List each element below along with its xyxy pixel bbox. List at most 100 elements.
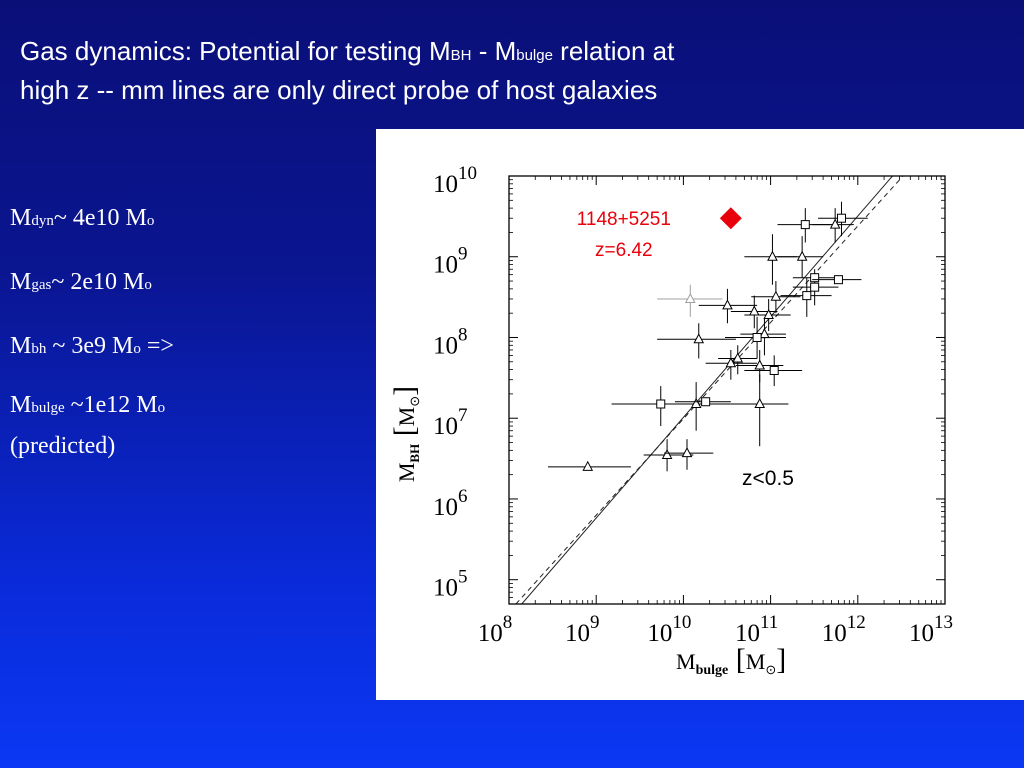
x-axis-bracket-open: [ [728,643,746,676]
triangle-data-point [730,295,778,329]
x-tick-label: 108 [478,612,513,647]
plot-frame [508,175,946,605]
quasar-redshift-label: z=6.42 [595,240,653,261]
triangle-data-point [664,382,731,431]
mass-symbol: M [10,392,32,418]
solid-fit-line [521,176,893,604]
square-marker [836,213,846,223]
y-tick-label: 109 [433,244,468,279]
y-axis-unit: M [394,407,419,427]
title-sub-bh: BH [450,47,472,64]
y-tick-base: 10 [433,494,458,521]
triangle-marker [754,397,766,408]
triangle-data-point [730,374,789,447]
title-text-b: - M [471,36,517,66]
triangle-marker [725,357,737,368]
y-axis-label: MBH [M⊙] [388,386,422,482]
square-data-point [725,316,786,359]
triangle-marker [690,397,702,408]
triangle-marker [582,460,594,471]
x-axis-unit-subscript: ⊙ [765,662,776,677]
square-data-point [777,208,832,243]
square-marker [769,365,779,375]
mass-item-bh: Mbh ~ 3e9 Mo => [10,333,174,360]
slide-title: Gas dynamics: Potential for testing MBH … [20,34,920,108]
y-tick-label: 105 [433,567,468,602]
x-tick-exponent: 10 [672,612,691,633]
triangle-marker [763,308,774,319]
square-marker [810,273,820,283]
mass-unit-subscript: o [157,400,166,416]
mass-item-bulge: Mbulge ~1e12 Mo [10,392,165,419]
x-tick-label: 1010 [647,612,691,647]
triangle-data-point [705,349,758,380]
triangle-data-point [751,281,801,314]
square-marker [701,397,711,407]
y-tick-base: 10 [433,575,458,602]
x-tick-exponent: 13 [934,612,953,633]
quasar-1148-5251-diamond [719,207,742,230]
triangle-marker [684,292,696,303]
triangle-marker [693,333,705,344]
y-tick-label: 107 [433,405,468,440]
title-text-c: relation at [552,36,675,66]
mass-symbol: M [10,333,32,359]
mass-subscript: gas [31,277,52,293]
x-tick-base: 10 [735,620,760,647]
x-tick-label: 1013 [909,612,953,647]
x-axis-subscript: bulge [696,663,729,678]
triangle-marker [754,359,766,370]
triangle-marker [732,352,744,363]
mass-value: ~ 4e10 M [53,205,147,231]
x-tick-label: 109 [565,612,600,647]
square-data-point [674,397,731,407]
square-data-point [812,275,862,285]
low-redshift-annotation: z<0.5 [742,467,794,490]
y-tick-base: 10 [433,332,458,359]
x-axis-bracket-close: ] [776,643,786,676]
y-tick-exponent: 7 [458,405,468,426]
x-axis-label: Mbulge [M⊙] [676,643,786,678]
triangle-data-point [744,298,791,332]
y-tick-exponent: 10 [458,163,477,184]
mbh-mbulge-scatter-plot: 108 109 1010 1011 1012 1013105106107108109101… [388,163,953,678]
square-marker [656,399,666,409]
mass-symbol: M [10,269,32,295]
dashed-fit-line [515,176,904,604]
square-marker [833,275,843,285]
title-line-1: Gas dynamics: Potential for testing MBH … [20,34,920,73]
y-axis-bracket-close: ] [388,386,421,396]
triangle-data-point [718,345,758,375]
mass-unit-subscript: o [146,213,155,229]
square-data-point [780,277,832,317]
grey-triangle-data-point [657,284,723,317]
square-marker [752,332,762,342]
triangle-marker [722,299,733,310]
title-sub-bulge: bulge [516,47,553,64]
triangle-marker [829,218,841,229]
x-tick-base: 10 [647,620,672,647]
triangle-data-point [698,288,758,324]
x-tick-exponent: 8 [503,612,513,633]
x-tick-base: 10 [565,620,590,647]
square-data-point [792,273,839,283]
x-tick-label: 1012 [822,612,866,647]
x-tick-exponent: 9 [590,612,600,633]
y-tick-label: 1010 [433,163,477,198]
mass-unit-subscript: o [144,277,152,293]
triangle-marker [767,250,778,261]
triangle-marker [661,448,673,460]
mass-symbol: M [10,205,32,231]
square-marker [810,282,820,292]
square-data-point [744,355,803,387]
mass-suffix: => [140,333,174,359]
mass-subscript: dyn [31,213,54,229]
square-marker [802,291,812,301]
triangle-marker [796,250,808,261]
plot-panel: 108 109 1010 1011 1012 1013 105 106 107 108 109 101… [376,129,1024,700]
triangle-marker [770,290,782,301]
y-tick-exponent: 9 [458,244,468,265]
triangle-data-point [664,439,714,470]
x-tick-base: 10 [822,620,847,647]
y-axis-symbol: M [394,463,419,483]
